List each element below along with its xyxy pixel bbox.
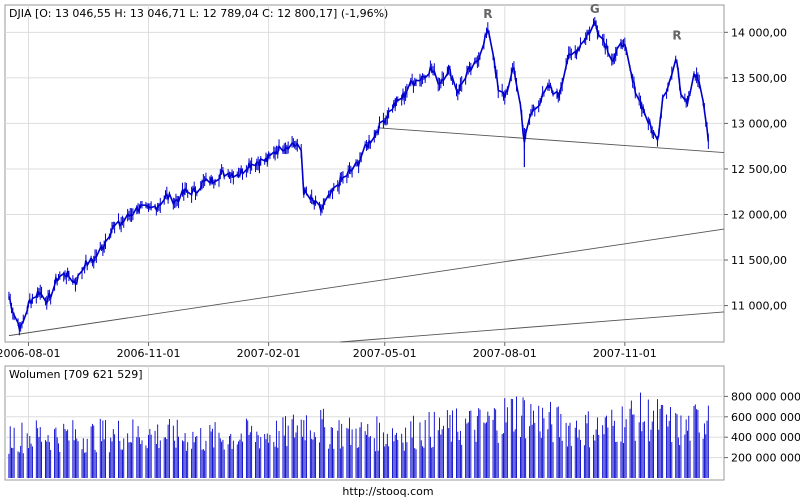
source-link[interactable]: http://stooq.com: [342, 485, 433, 498]
price-y-tick-label-0: 11 000,00: [731, 300, 787, 313]
price-y-tick-label-2: 12 000,00: [731, 208, 787, 221]
price-y-tick-label-5: 13 500,00: [731, 72, 787, 85]
volume-y-tick-label-1: 400 000 000: [731, 431, 800, 444]
x-tick-label-1: 2006-11-01: [117, 347, 181, 360]
volume-y-ticks: 200 000 000 400 000 000 600 000 000 800 000…: [724, 390, 800, 465]
volume-bars: [8, 392, 709, 478]
trend-line-0: [8, 228, 725, 337]
price-y-ticks: 11 000,00 11 500,00 12 000,00 12 500,00 13 0…: [724, 26, 787, 313]
x-tick-label-4: 2007-08-01: [473, 347, 537, 360]
price-panel-frame: [4, 4, 725, 343]
price-y-tick-label-6: 14 000,00: [731, 26, 787, 39]
pattern-label-2: R: [672, 29, 681, 43]
pattern-label-0: R: [483, 7, 492, 21]
trend-line-1: [379, 127, 725, 154]
volume-y-tick-label-0: 200 000 000: [731, 452, 800, 465]
price-grid: [5, 5, 724, 342]
x-tick-label-0: 2006-08-01: [0, 347, 60, 360]
x-tick-label-3: 2007-05-01: [353, 347, 417, 360]
volume-panel-title: Wolumen [709 621 529]: [9, 368, 143, 381]
price-y-tick-label-3: 12 500,00: [731, 163, 787, 176]
volume-y-tick-label-2: 600 000 000: [731, 411, 800, 424]
volume-y-tick-label-3: 800 000 000: [731, 390, 800, 403]
pattern-annotations: R G R: [483, 2, 681, 42]
volume-panel-frame: [4, 365, 725, 481]
date-x-ticks: 2006-08-01 2006-11-01 2007-02-01 2007-05-01…: [0, 342, 657, 360]
price-y-tick-label-1: 11 500,00: [731, 254, 787, 267]
x-tick-label-5: 2007-11-01: [593, 347, 657, 360]
trend-lines: [8, 127, 725, 343]
pattern-label-1: G: [590, 2, 600, 16]
trend-line-2: [340, 311, 725, 343]
price-panel-title: DJIA [O: 13 046,55 H: 13 046,71 L: 12 78…: [9, 7, 388, 20]
x-tick-label-2: 2007-02-01: [237, 347, 301, 360]
price-series: [8, 17, 710, 336]
price-y-tick-label-4: 13 000,00: [731, 117, 787, 130]
